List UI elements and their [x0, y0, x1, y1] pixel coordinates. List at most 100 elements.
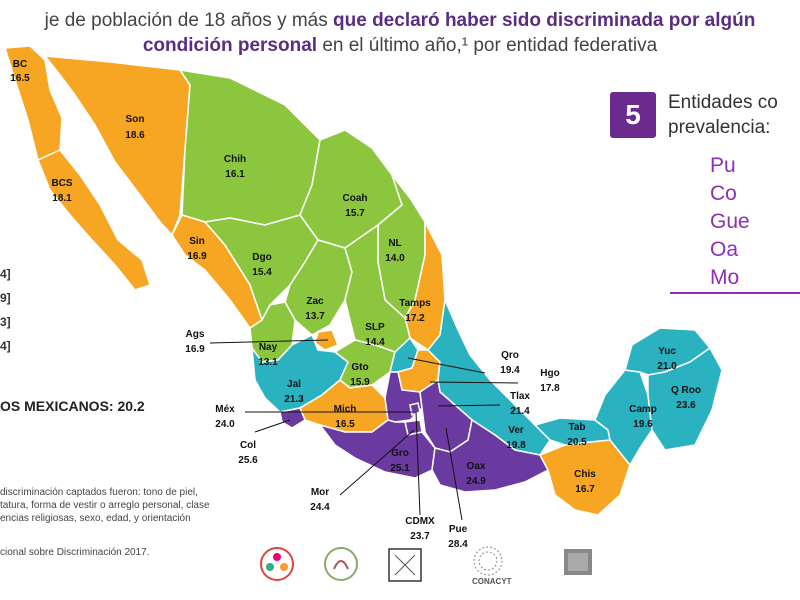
label-slp-abbr: SLP [365, 322, 385, 333]
state-cdmx[interactable] [409, 402, 421, 417]
label-jal-abbr: Jal [287, 379, 301, 390]
label-bcs-value: 18.1 [52, 193, 72, 204]
label-dgo-value: 15.4 [252, 267, 272, 278]
top5-item: Mo [710, 266, 740, 289]
inegi-logo [564, 549, 592, 575]
label-nay-value: 13.1 [258, 357, 278, 368]
state-labels: BC 16.5 Son 18.6 BCS 18.1 Chih 16.1 Coah… [10, 59, 701, 550]
label-camp-abbr: Camp [629, 404, 657, 415]
label-gto-abbr: Gto [351, 362, 368, 373]
state-tamps[interactable] [404, 221, 446, 352]
label-mich-abbr: Mich [334, 404, 357, 415]
legend: 4] 9] 3] 4] [0, 262, 11, 358]
label-pue-abbr: Pue [449, 524, 468, 535]
conapred-logo [260, 547, 294, 581]
label-ver-value: 19.8 [506, 440, 526, 451]
label-tamps-value: 17.2 [405, 313, 425, 324]
label-mex-abbr: Méx [215, 404, 235, 415]
source-note: cional sobre Discriminación 2017. [0, 547, 150, 558]
label-mex-value: 24.0 [215, 419, 235, 430]
badge-five: 5 [610, 92, 656, 138]
footnote-line: discriminación captados fueron: tono de … [0, 487, 198, 498]
label-mich-value: 16.5 [335, 419, 355, 430]
label-ags-value: 16.9 [185, 344, 205, 355]
top5-item: Pu [710, 154, 736, 177]
national-average: OS MEXICANOS: 20.2 [0, 398, 145, 414]
label-camp-value: 19.6 [633, 419, 653, 430]
label-mor-value: 24.4 [310, 502, 330, 513]
label-bc-value: 16.5 [10, 73, 30, 84]
label-slp-value: 14.4 [365, 337, 385, 348]
label-son-abbr: Son [126, 114, 145, 125]
title-pre: je de población de 18 años y más [44, 10, 334, 31]
label-mor-abbr: Mor [311, 487, 329, 498]
state-bc[interactable] [4, 45, 63, 162]
top5-heading-line2: prevalencia: [668, 117, 771, 138]
label-oax-value: 24.9 [466, 476, 486, 487]
label-nl-abbr: NL [388, 238, 401, 249]
label-cdmx-value: 23.7 [410, 531, 430, 542]
state-chih[interactable] [178, 68, 321, 226]
top5-heading: Entidades co prevalencia: [668, 90, 778, 140]
title-bold-2: condición personal [142, 35, 318, 56]
label-bcs-abbr: BCS [51, 178, 72, 189]
top5-list: Pu Co Gue Oa Mo [710, 152, 750, 292]
divider [670, 292, 800, 294]
label-coah-value: 15.7 [345, 208, 365, 219]
legend-item: 9] [0, 291, 11, 305]
label-dgo-abbr: Dgo [252, 252, 271, 263]
footnote-line: tatura, forma de vestir o arreglo person… [0, 500, 210, 511]
label-tlax-abbr: Tlax [510, 391, 530, 402]
top5-panel: 5 Entidades co prevalencia: Pu Co Gue Oa… [610, 88, 800, 298]
label-son-value: 18.6 [125, 130, 145, 141]
state-col[interactable] [279, 407, 306, 429]
state-gro[interactable] [318, 419, 436, 479]
label-col-abbr: Col [240, 440, 256, 451]
label-tab-value: 20.5 [567, 437, 587, 448]
label-nl-value: 14.0 [385, 253, 405, 264]
page-title: je de población de 18 años y más que dec… [0, 8, 800, 58]
label-yuc-abbr: Yuc [658, 346, 676, 357]
footnote: discriminación captados fueron: tono de … [0, 486, 260, 525]
label-qroo-value: 23.6 [676, 400, 696, 411]
label-hgo-abbr: Hgo [540, 368, 559, 379]
state-qroo[interactable] [647, 346, 723, 451]
label-coah-abbr: Coah [343, 193, 368, 204]
label-tlax-value: 21.4 [510, 406, 530, 417]
label-zac-value: 13.7 [305, 311, 325, 322]
label-gro-abbr: Gro [391, 448, 409, 459]
label-ver-abbr: Ver [508, 425, 524, 436]
top5-item: Oa [710, 238, 739, 261]
state-bcs[interactable] [37, 149, 151, 291]
label-sin-value: 16.9 [187, 251, 207, 262]
unam-logo [388, 548, 422, 582]
label-cdmx-abbr: CDMX [405, 516, 435, 527]
label-zac-abbr: Zac [306, 296, 324, 307]
label-chih-abbr: Chih [224, 154, 246, 165]
label-gro-value: 25.1 [390, 463, 410, 474]
logo-strip: CONACYT [250, 545, 650, 595]
label-chis-value: 16.7 [575, 484, 595, 495]
label-chis-abbr: Chis [574, 469, 596, 480]
top5-heading-line1: Entidades co [668, 92, 778, 113]
top5-item: Co [710, 182, 737, 205]
label-qroo-abbr: Q Roo [671, 385, 701, 396]
label-chih-value: 16.1 [225, 169, 245, 180]
label-jal-value: 21.3 [284, 394, 304, 405]
conacyt-logo [473, 546, 503, 576]
footnote-line: encias religiosas, sexo, edad, y orienta… [0, 513, 191, 524]
label-yuc-value: 21.0 [657, 361, 677, 372]
label-tamps-abbr: Tamps [399, 298, 431, 309]
legend-item: 4] [0, 267, 11, 281]
label-qro-value: 19.4 [500, 365, 520, 376]
title-bold-1: que declaró haber sido discriminada por … [333, 10, 756, 31]
label-pue-value: 28.4 [448, 539, 468, 550]
label-col-value: 25.6 [238, 455, 258, 466]
top5-item: Gue [710, 210, 750, 233]
label-nay-abbr: Nay [259, 342, 278, 353]
cndh-logo [324, 547, 358, 581]
leader-lines [209, 339, 519, 521]
legend-item: 4] [0, 339, 11, 353]
state-gto[interactable] [333, 339, 396, 389]
label-ags-abbr: Ags [186, 329, 205, 340]
